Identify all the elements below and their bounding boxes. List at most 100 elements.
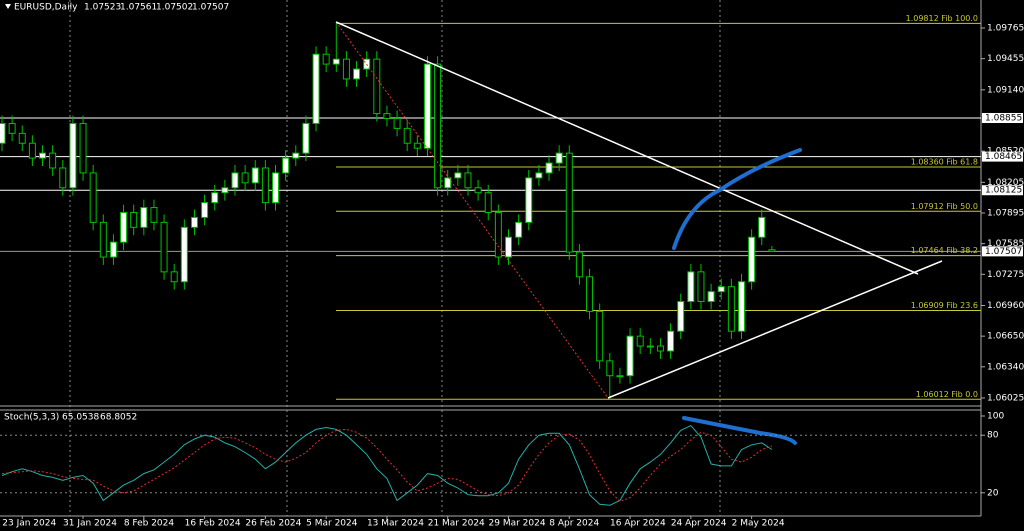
candle-body <box>150 207 158 223</box>
x-tick-label: 8 Apr 2024 <box>549 519 599 529</box>
candle-body <box>484 192 492 213</box>
y-tick-label: 1.07585 <box>987 239 1024 249</box>
candle-body <box>201 202 209 218</box>
y-tick-label: 1.06340 <box>987 362 1024 372</box>
candle-body <box>525 177 533 223</box>
candle-body <box>515 221 523 238</box>
candle-body <box>8 122 16 134</box>
candle-body <box>565 152 573 253</box>
candle-body <box>403 127 411 144</box>
candle-body <box>160 221 168 273</box>
x-tick-label: 24 Apr 2024 <box>671 519 727 529</box>
candle-body <box>322 53 330 65</box>
candle-body <box>140 207 148 228</box>
candle-body <box>575 251 583 278</box>
x-tick-label: 16 Apr 2024 <box>610 519 666 529</box>
candle-body <box>646 345 654 348</box>
candle-body <box>0 122 6 144</box>
x-tick-label: 13 Mar 2024 <box>367 519 424 529</box>
candle-body <box>474 187 482 194</box>
fib-label: 1.08360 Fib 61.8 <box>911 157 978 166</box>
price-panel <box>0 22 981 400</box>
x-tick-label: 2 May 2024 <box>732 519 785 529</box>
candle-body <box>758 216 766 238</box>
candle-body <box>636 335 644 347</box>
fib-trend <box>335 21 609 399</box>
ohlc-close: 1.07507 <box>192 3 229 13</box>
drawn-arc <box>672 148 802 250</box>
menu-arrow[interactable] <box>5 4 11 9</box>
candle-body <box>69 122 77 189</box>
candle-body <box>211 192 219 204</box>
candle-body <box>616 375 624 378</box>
candle-body <box>221 187 229 194</box>
current-price-label: 1.07507 <box>985 247 1022 257</box>
candle-body <box>292 152 300 159</box>
candle-body <box>697 271 705 303</box>
x-tick-label: 23 Jan 2024 <box>2 519 56 529</box>
price-box <box>982 185 1023 196</box>
candle-body <box>434 63 442 189</box>
candle-body <box>120 211 128 243</box>
y-tick-label: 100 <box>987 412 1004 422</box>
candle-body <box>99 221 107 258</box>
candle-body <box>667 330 675 352</box>
candle-body <box>393 118 401 129</box>
fib-label: 1.09812 Fib 100.0 <box>906 14 978 23</box>
candle-body <box>332 58 340 65</box>
candle-body <box>717 286 725 293</box>
candle-body <box>231 172 239 189</box>
candle-body <box>190 216 198 228</box>
x-tick-label: 16 Feb 2024 <box>185 519 241 529</box>
y-tick-label: 1.08205 <box>987 178 1024 188</box>
trend-line <box>335 21 919 275</box>
drawn-line <box>682 416 797 445</box>
fib-label: 1.06909 Fib 23.6 <box>911 301 978 310</box>
x-tick-label: 31 Jan 2024 <box>63 519 117 529</box>
x-tick-label: 29 Mar 2024 <box>489 519 546 529</box>
candle-body <box>342 58 350 80</box>
y-tick-label: 1.07275 <box>987 270 1024 280</box>
candle-body <box>494 211 502 258</box>
candle-body <box>677 301 685 332</box>
candle-body <box>302 122 310 154</box>
candle-body <box>28 142 36 159</box>
separators <box>69 0 721 516</box>
candle-body <box>18 132 26 144</box>
y-tick-label: 1.09140 <box>987 85 1024 95</box>
candle-body <box>79 122 87 174</box>
indicator-main: 65.0538 <box>62 413 99 423</box>
candle-body <box>737 281 745 332</box>
candle-body <box>109 241 117 258</box>
candle-body <box>727 286 735 332</box>
price-box-label: 1.08855 <box>985 114 1022 124</box>
candle-body <box>272 172 280 204</box>
candle-body <box>545 162 553 174</box>
current-price-box <box>982 246 1023 257</box>
candle-body <box>626 335 634 377</box>
candle-body <box>423 63 431 149</box>
candle-body <box>707 291 715 303</box>
candle-body <box>606 360 614 377</box>
price-box <box>982 151 1023 162</box>
chart-title: EURUSD,Daily <box>14 3 78 13</box>
fib-label: 1.06012 Fib 0.0 <box>916 390 978 399</box>
price-box <box>982 113 1023 124</box>
candle-body <box>180 226 188 283</box>
x-tick-label: 21 Mar 2024 <box>428 519 485 529</box>
fib-label: 1.07912 Fib 50.0 <box>911 202 978 211</box>
candle-body <box>353 68 361 80</box>
candle-body <box>464 172 472 189</box>
candle-body <box>535 172 543 179</box>
x-tick-label: 26 Feb 2024 <box>245 519 301 529</box>
price-box-label: 1.08125 <box>985 186 1022 196</box>
candle-body <box>768 249 776 252</box>
candle-body <box>49 152 57 169</box>
candle-body <box>586 276 594 312</box>
candle-body <box>413 142 421 149</box>
candle-body <box>505 236 512 258</box>
y-tick-label: 1.06025 <box>987 393 1024 403</box>
ohlc-high: 1.07561 <box>120 3 157 13</box>
y-tick-label: 20 <box>987 488 999 498</box>
